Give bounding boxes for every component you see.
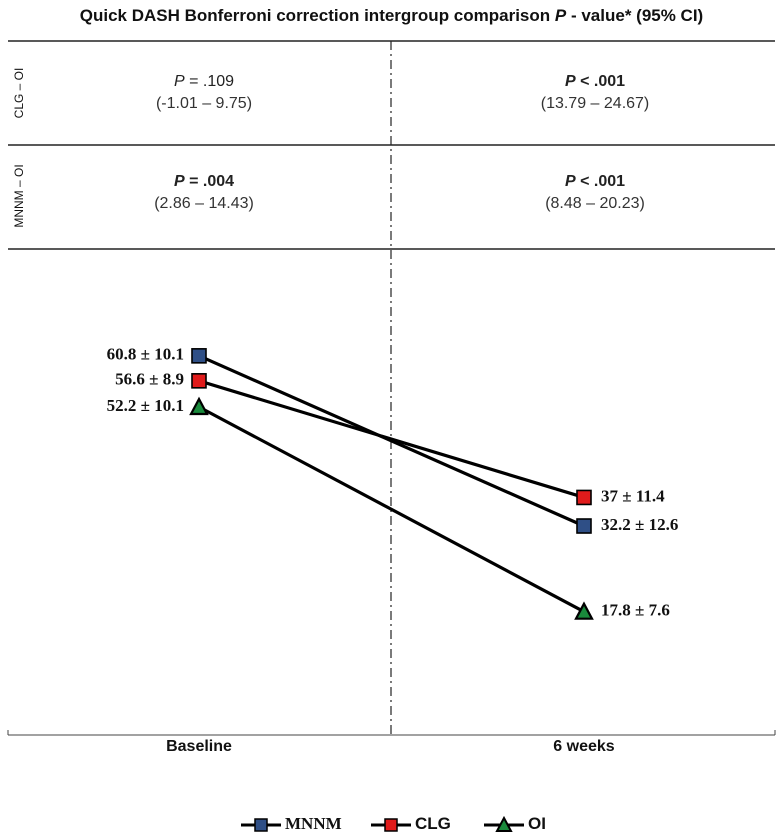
marker-clg-baseline [191, 373, 207, 389]
p-value: P = .109 [173, 73, 235, 90]
chart-title: Quick DASH Bonferroni correction intergr… [79, 6, 704, 25]
data-label-clg-baseline: 56.6 ± 8.9 [115, 370, 184, 389]
marker-oi-baseline [189, 396, 209, 416]
legend-item-oi: OI [484, 812, 614, 838]
data-label-oi-baseline: 52.2 ± 10.1 [107, 396, 184, 415]
legend-item-clg: CLG [371, 812, 501, 838]
marker-mnnm-week6 [576, 518, 592, 534]
row-label-clg-oi: CLG – OI [12, 67, 26, 119]
marker-mnnm-baseline [191, 348, 207, 364]
row-label-mnnm-oi: MNNM – OI [12, 164, 26, 228]
cell-clg-oi-baseline: P = .109 (-1.01 – 9.75) [74, 71, 334, 115]
cell-mnnm-oi-week6: P < .001 (8.48 – 20.23) [465, 171, 725, 215]
cell-mnnm-oi-baseline: P = .004 (2.86 – 14.43) [74, 171, 334, 215]
ci-range: (2.86 – 14.43) [154, 195, 254, 212]
x-tick-6-weeks: 6 weeks [553, 738, 615, 755]
legend-label-clg: CLG [415, 814, 451, 833]
p-value: P < .001 [564, 173, 626, 190]
x-tick-baseline: Baseline [166, 738, 232, 755]
ci-range: (8.48 – 20.23) [545, 195, 645, 212]
legend-swatch-oi [484, 815, 524, 832]
legend: MNNM CLG OI [0, 812, 783, 838]
cell-clg-oi-week6: P < .001 (13.79 – 24.67) [465, 71, 725, 115]
ci-range: (13.79 – 24.67) [540, 95, 650, 112]
data-label-clg-week6: 37 ± 11.4 [601, 486, 665, 505]
marker-clg-week6 [576, 489, 592, 506]
marker-oi-week6 [574, 601, 594, 620]
data-label-mnnm-week6: 32.2 ± 12.6 [601, 515, 678, 534]
legend-label-oi: OI [528, 814, 546, 833]
data-label-oi-week6: 17.8 ± 7.6 [601, 601, 670, 620]
series-line-clg [198, 379, 585, 499]
legend-swatch-clg [371, 818, 411, 832]
p-value: P < .001 [564, 73, 626, 90]
legend-swatch-mnnm [241, 818, 281, 832]
series-line-oi [198, 405, 585, 614]
legend-item-mnnm: MNNM [241, 812, 371, 838]
p-value: P = .004 [173, 173, 235, 190]
data-label-mnnm-baseline: 60.8 ± 10.1 [107, 345, 184, 364]
legend-label-mnnm: MNNM [285, 814, 342, 833]
ci-range: (-1.01 – 9.75) [155, 95, 253, 112]
series-line-mnnm [198, 354, 585, 528]
chart-svg: 60.8 ± 10.1 32.2 ± 12.6 56.6 ± 8.9 37 ± 11.… [7, 40, 776, 736]
series-layer: 60.8 ± 10.1 32.2 ± 12.6 56.6 ± 8.9 37 ± 11.… [107, 345, 678, 620]
